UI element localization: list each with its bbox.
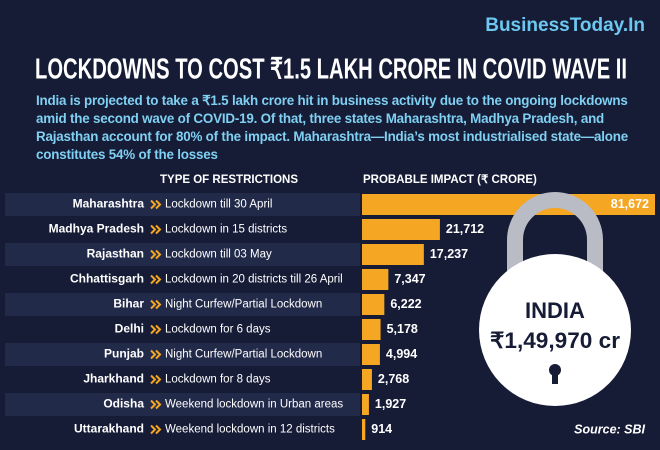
bar — [362, 319, 381, 340]
lock-total: ₹1,49,970 cr — [490, 328, 620, 353]
category-label: Rajasthan — [87, 247, 144, 261]
lock-label: INDIA — [525, 298, 585, 323]
chevron — [150, 299, 162, 310]
category-label: Punjab — [104, 347, 144, 361]
bar — [362, 344, 380, 365]
brand: BusinessToday.In — [485, 15, 645, 36]
chevron — [150, 324, 162, 335]
source: Source: SBI — [574, 422, 645, 436]
bar — [362, 244, 424, 265]
lock-shackle — [507, 192, 603, 278]
bar — [362, 269, 389, 290]
restriction-label: Lockdown in 15 districts — [165, 224, 287, 236]
keyhole — [552, 372, 558, 384]
chevron — [150, 224, 162, 235]
value-label: 5,178 — [387, 322, 418, 336]
value-label: 21,712 — [446, 222, 484, 236]
bar — [362, 419, 366, 440]
value-label: 1,927 — [375, 397, 406, 411]
chevron — [150, 274, 162, 285]
row-stripe — [5, 243, 360, 266]
bar — [362, 294, 385, 315]
bar — [362, 394, 369, 415]
chevron — [150, 424, 162, 435]
column-header: PROBABLE IMPACT (₹ CRORE) — [363, 174, 537, 186]
restriction-label: Lockdown till 30 April — [165, 199, 272, 211]
bar — [362, 369, 372, 390]
restriction-label: Lockdown for 6 days — [165, 324, 271, 336]
chevron — [150, 374, 162, 385]
category-label: Chhattisgarh — [70, 272, 144, 286]
restriction-label: Lockdown in 20 districts till 26 April — [165, 274, 343, 286]
category-label: Uttarakhand — [74, 422, 144, 436]
category-label: Maharashtra — [73, 197, 145, 211]
subtitle: India is projected to take a ₹1.5 lakh c… — [36, 93, 629, 162]
lock — [479, 192, 631, 406]
value-label: 17,237 — [430, 247, 468, 261]
value-label: 81,672 — [611, 197, 649, 211]
row-stripe — [5, 293, 360, 316]
restriction-label: Weekend lockdown in 12 districts — [165, 424, 335, 436]
bar — [362, 219, 440, 240]
value-label: 2,768 — [378, 372, 409, 386]
restriction-label: Night Curfew/Partial Lockdown — [165, 349, 322, 361]
restriction-label: Night Curfew/Partial Lockdown — [165, 299, 322, 311]
row-stripe — [5, 193, 360, 216]
row-stripe — [5, 343, 360, 366]
value-label: 7,347 — [394, 272, 425, 286]
value-label: 914 — [371, 422, 392, 436]
restriction-label: Lockdown till 03 May — [165, 249, 272, 261]
chevron — [150, 349, 162, 360]
restriction-label: Weekend lockdown in Urban areas — [165, 399, 343, 411]
lock-body — [479, 254, 631, 406]
category-label: Odisha — [103, 397, 144, 411]
category-label: Bihar — [113, 297, 144, 311]
chevron — [150, 249, 162, 260]
value-label: 6,222 — [390, 297, 421, 311]
chevron — [150, 399, 162, 410]
restriction-label: Lockdown for 8 days — [165, 374, 271, 386]
chart-title: LOCKDOWNS TO COST ₹1.5 LAKH CRORE IN COV… — [35, 54, 627, 86]
chevron — [150, 199, 162, 210]
value-label: 4,994 — [386, 347, 417, 361]
category-label: Madhya Pradesh — [49, 222, 144, 236]
column-header: TYPE OF RESTRICTIONS — [160, 174, 298, 186]
category-label: Delhi — [115, 322, 144, 336]
row-stripe — [5, 393, 360, 416]
category-label: Jharkhand — [83, 372, 144, 386]
